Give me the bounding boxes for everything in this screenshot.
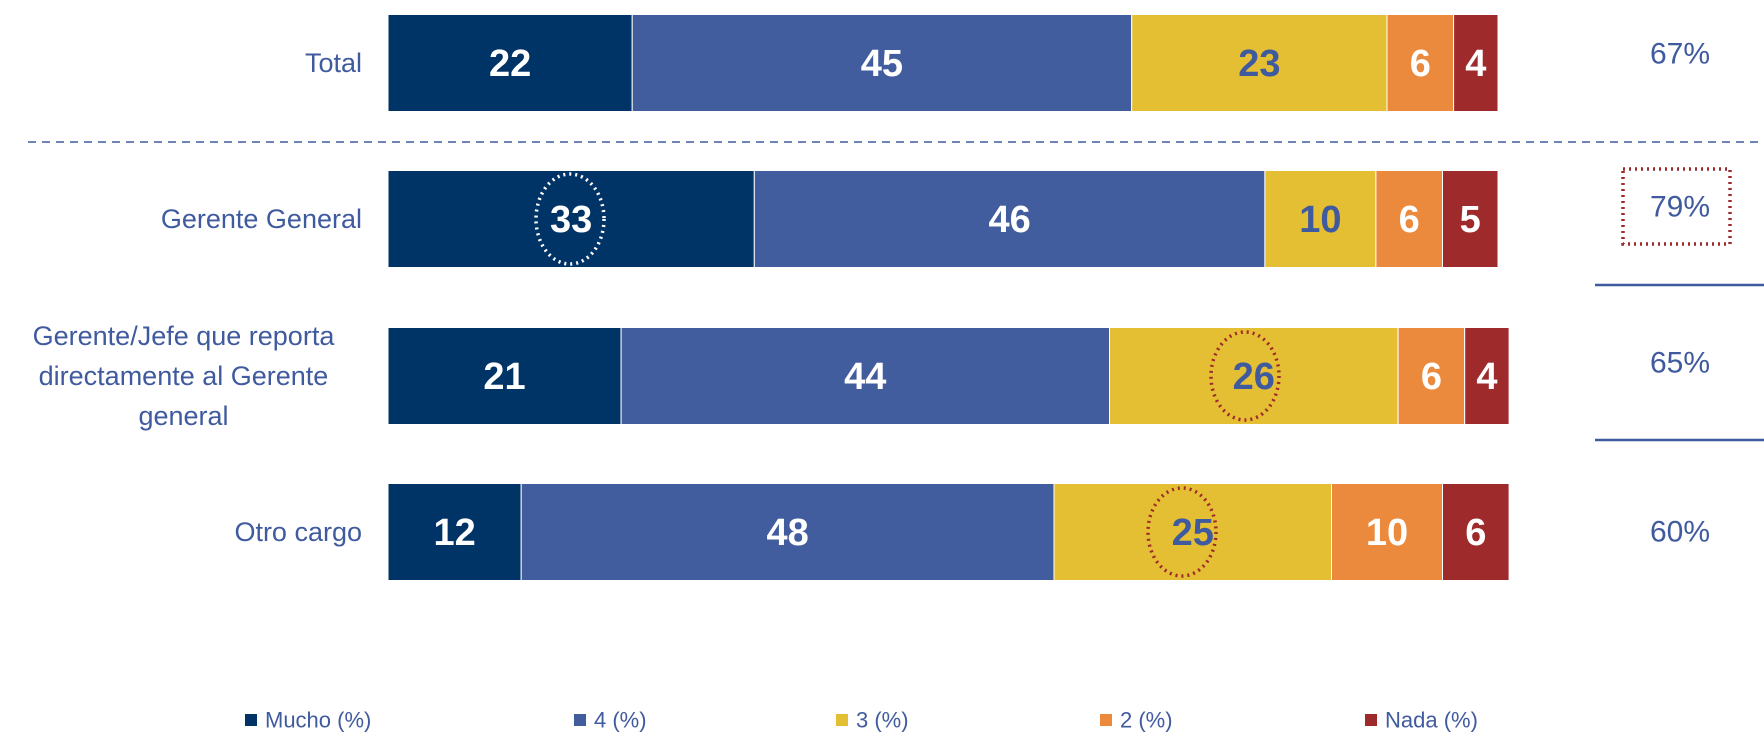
top2-label: 65% [1650,347,1710,380]
bar-segment [520,483,1055,581]
legend-label: Mucho (%) [265,708,371,733]
bar-segment [387,483,522,581]
bar-segment [631,14,1133,112]
data-label: 48 [766,512,808,554]
data-label: 6 [1410,43,1431,85]
highlight [534,172,606,266]
legend-label: Nada (%) [1385,708,1478,733]
top2-label: 67% [1650,38,1710,71]
data-label: 6 [1421,356,1442,398]
legend-swatch [1100,714,1112,726]
bars: 22 45 23 6 433 46 10 6 521 44 26 6 412 48 25 10 6 [387,14,1510,581]
category-label-text: Gerente/Jefe que reporta directamente al… [32,321,335,431]
bar-segment [1053,483,1332,581]
data-label: 33 [550,199,592,241]
category-label: Gerente General [5,159,362,279]
data-label: 4 [1465,43,1486,85]
data-label: 46 [988,199,1030,241]
data-label: 5 [1460,199,1481,241]
data-label: 45 [861,43,903,85]
bar-segment [1442,483,1510,581]
data-label: 10 [1366,512,1408,554]
bar-segment [620,327,1110,425]
bar-segment [387,170,755,268]
bar-segment [387,327,622,425]
data-label: 6 [1399,199,1420,241]
bar-segment [1453,14,1499,112]
data-label: 12 [433,512,475,554]
category-label-box: Gerente/Jefe que reporta directamente al… [5,316,362,436]
legend-label: 4 (%) [594,708,647,733]
bar-segment [1331,483,1443,581]
legend-swatch [836,714,848,726]
bar-segment [1442,170,1499,268]
bar-segment [1131,14,1388,112]
category-label-text: Otro cargo [234,517,362,547]
bar-segment [1109,327,1399,425]
category-label-text: Gerente General [160,204,362,234]
data-label: 21 [483,356,525,398]
bar-segment [1464,327,1510,425]
category-label-box: Gerente General [5,159,362,279]
category-label: Gerente/Jefe que reporta directamente al… [5,316,362,436]
category-label-box: Total [5,3,362,123]
bar-segment [1397,327,1466,425]
category-label-box: Otro cargo [5,472,362,592]
data-label: 10 [1299,199,1341,241]
data-label: 44 [844,356,886,398]
category-label-text: Total [304,48,362,78]
bar-segment [1386,14,1455,112]
highlight [1209,330,1281,422]
top2-label: 79% [1650,191,1710,224]
bar-segment [387,14,633,112]
legend-swatch [245,714,257,726]
data-label: 25 [1172,512,1214,554]
bar-segment [753,170,1266,268]
legend-label: 2 (%) [1120,708,1173,733]
data-label: 4 [1476,356,1497,398]
category-label: Otro cargo [5,472,362,592]
highlight [1146,486,1218,578]
highlight [1621,167,1732,246]
data-label: 6 [1465,512,1486,554]
category-label: Total [5,3,362,123]
legend-swatch [574,714,586,726]
data-label: 26 [1233,356,1275,398]
legend-swatch [1365,714,1377,726]
top2-label: 60% [1650,516,1710,549]
data-label: 22 [489,43,531,85]
legend-label: 3 (%) [856,708,909,733]
data-label: 23 [1238,43,1280,85]
